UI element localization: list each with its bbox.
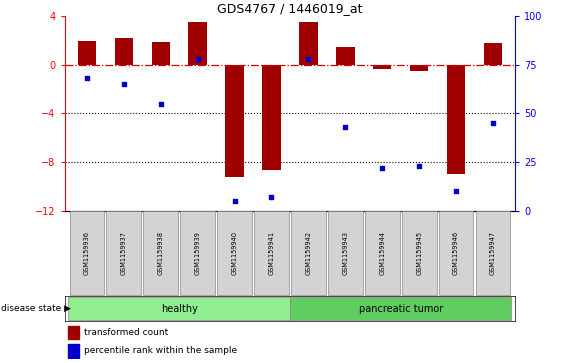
Text: transformed count: transformed count <box>84 328 168 337</box>
Text: healthy: healthy <box>161 303 198 314</box>
FancyBboxPatch shape <box>70 211 104 295</box>
Text: GSM1159940: GSM1159940 <box>231 231 238 275</box>
FancyBboxPatch shape <box>365 211 400 295</box>
Point <box>156 101 165 107</box>
Point <box>119 81 128 87</box>
Text: GSM1159941: GSM1159941 <box>269 231 275 275</box>
Point <box>489 120 498 126</box>
Point <box>378 165 387 171</box>
Bar <box>68 326 79 339</box>
FancyBboxPatch shape <box>476 211 510 295</box>
FancyBboxPatch shape <box>180 211 215 295</box>
FancyBboxPatch shape <box>144 211 178 295</box>
Bar <box>373 65 391 69</box>
Bar <box>262 65 281 171</box>
FancyBboxPatch shape <box>402 211 436 295</box>
Text: GSM1159947: GSM1159947 <box>490 231 496 275</box>
FancyBboxPatch shape <box>69 297 290 320</box>
Point <box>452 188 461 194</box>
Text: GSM1159942: GSM1159942 <box>305 231 311 275</box>
Bar <box>115 38 133 65</box>
Point <box>82 76 91 81</box>
Bar <box>78 41 96 65</box>
Text: GSM1159945: GSM1159945 <box>416 231 422 275</box>
Point <box>415 163 424 169</box>
Point <box>304 56 313 62</box>
Text: disease state ▶: disease state ▶ <box>1 304 71 313</box>
FancyBboxPatch shape <box>290 297 511 320</box>
Bar <box>68 344 79 358</box>
FancyBboxPatch shape <box>106 211 141 295</box>
Title: GDS4767 / 1446019_at: GDS4767 / 1446019_at <box>217 2 363 15</box>
FancyBboxPatch shape <box>217 211 252 295</box>
Point <box>230 198 239 204</box>
Bar <box>299 22 318 65</box>
Point <box>267 194 276 200</box>
Text: GSM1159946: GSM1159946 <box>453 231 459 275</box>
Text: pancreatic tumor: pancreatic tumor <box>359 303 443 314</box>
Bar <box>225 65 244 176</box>
Bar <box>189 23 207 65</box>
Text: GSM1159936: GSM1159936 <box>84 231 90 275</box>
FancyBboxPatch shape <box>439 211 473 295</box>
Text: GSM1159944: GSM1159944 <box>379 231 385 275</box>
Text: percentile rank within the sample: percentile rank within the sample <box>84 346 237 355</box>
FancyBboxPatch shape <box>254 211 289 295</box>
Text: GSM1159938: GSM1159938 <box>158 231 164 275</box>
Bar <box>410 65 428 71</box>
FancyBboxPatch shape <box>328 211 363 295</box>
Bar <box>484 43 502 65</box>
Text: GSM1159937: GSM1159937 <box>121 231 127 275</box>
FancyBboxPatch shape <box>291 211 326 295</box>
Text: GSM1159943: GSM1159943 <box>342 231 348 275</box>
Bar <box>151 42 170 65</box>
Bar <box>336 47 355 65</box>
Point <box>193 56 202 62</box>
Point <box>341 124 350 130</box>
Bar <box>447 65 465 174</box>
Text: GSM1159939: GSM1159939 <box>195 231 200 275</box>
